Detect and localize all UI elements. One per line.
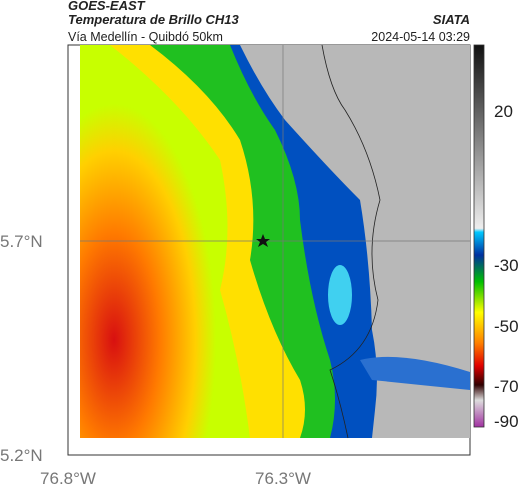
colorbar-tick: -90 bbox=[494, 412, 519, 431]
cloud-coldest bbox=[328, 265, 352, 325]
datetime: 2024-05-14 03:29 bbox=[371, 30, 470, 44]
title: Temperatura de Brillo CH13 bbox=[68, 12, 240, 27]
colorbar-tick: -50 bbox=[494, 317, 519, 336]
colorbar-tick: -70 bbox=[494, 377, 519, 396]
map: 5.7°N 5.2°N 76.8°W 76.3°W bbox=[0, 44, 471, 488]
marker-star bbox=[256, 234, 270, 247]
header: GOES-EAST Temperatura de Brillo CH13 Vía… bbox=[68, 0, 470, 44]
lon-label: 76.8°W bbox=[40, 469, 96, 488]
cloud-band bbox=[360, 356, 470, 390]
cloud-warm bbox=[80, 45, 250, 438]
source: GOES-EAST bbox=[68, 0, 146, 13]
colorbar-tick: -30 bbox=[494, 256, 519, 275]
org: SIATA bbox=[433, 12, 470, 27]
coastline bbox=[321, 44, 381, 439]
lon-label: 76.3°W bbox=[255, 469, 311, 488]
colorbar-tick: 20 bbox=[494, 102, 513, 121]
colorbar-scale bbox=[473, 44, 485, 428]
lat-label: 5.2°N bbox=[0, 446, 43, 465]
colorbar: 20 -30 -50 -70 -90 bbox=[473, 44, 519, 431]
lat-label: 5.7°N bbox=[0, 232, 43, 251]
subtitle: Vía Medellín - Quibdó 50km bbox=[68, 30, 223, 44]
